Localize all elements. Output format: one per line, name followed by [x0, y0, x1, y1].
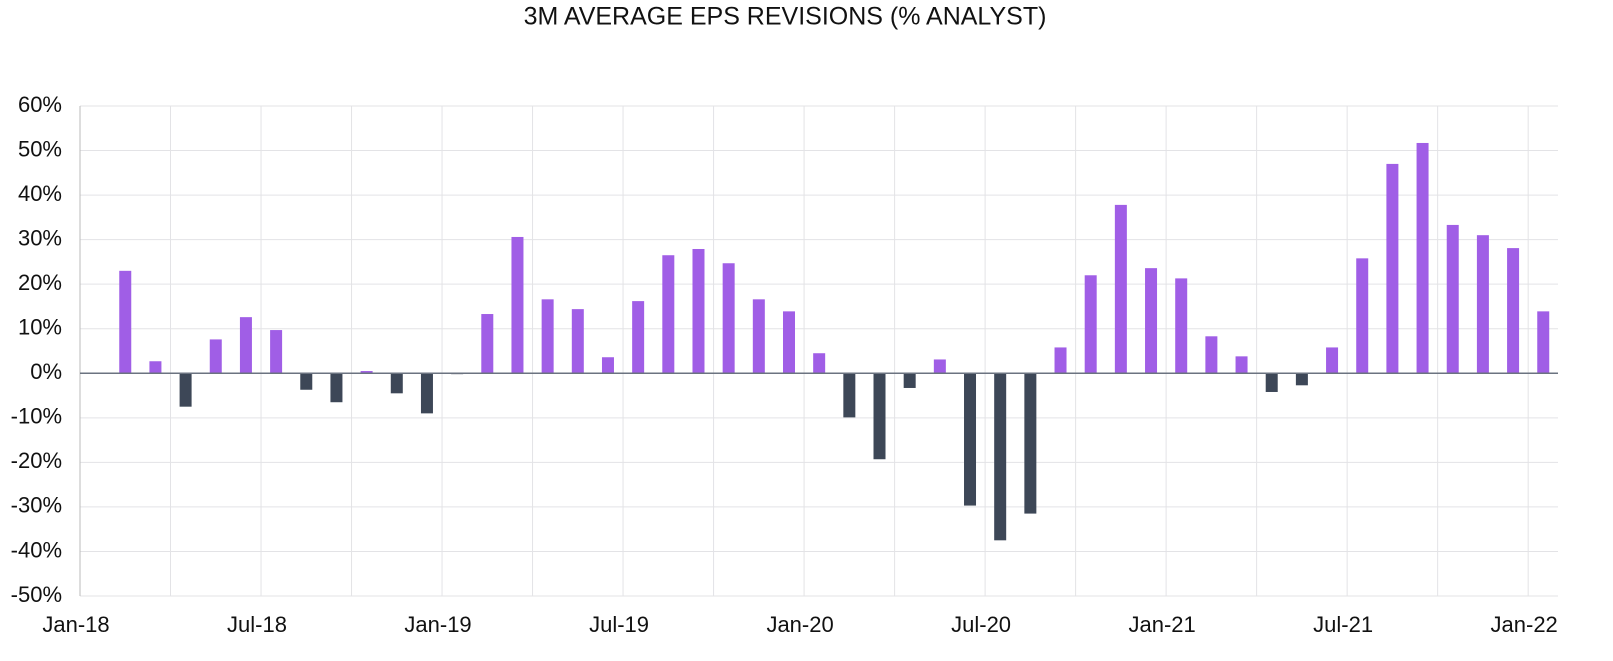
bar: [511, 236, 524, 374]
y-tick-label: -30%: [11, 493, 62, 518]
bar: [1295, 373, 1308, 386]
bar: [1265, 373, 1278, 392]
bar: [782, 311, 795, 374]
bar: [1054, 347, 1067, 374]
bar: [420, 373, 433, 414]
bar: [752, 299, 765, 374]
bar: [1446, 224, 1459, 374]
bar: [481, 314, 494, 374]
bar: [330, 373, 343, 403]
y-tick-label: -20%: [11, 448, 62, 473]
x-tick-label: Jan-18: [42, 612, 109, 637]
bar: [933, 359, 946, 374]
bar: [843, 373, 856, 418]
x-tick-label: Jul-19: [589, 612, 649, 637]
bar: [722, 263, 735, 374]
bar: [1356, 258, 1369, 374]
y-tick-label: 60%: [18, 92, 62, 117]
bar: [179, 373, 192, 407]
y-tick-label: 40%: [18, 181, 62, 206]
bar: [119, 270, 132, 374]
y-tick-label: 50%: [18, 136, 62, 161]
bar: [1235, 356, 1248, 374]
bar: [149, 361, 162, 374]
bar: [632, 301, 645, 374]
y-tick-label: 10%: [18, 315, 62, 340]
bar: [903, 373, 916, 388]
bar: [209, 339, 222, 374]
bar: [1326, 347, 1339, 374]
x-tick-label: Jan-22: [1491, 612, 1558, 637]
bar: [239, 317, 252, 374]
bar: [873, 373, 886, 460]
bar: [571, 309, 584, 374]
bar: [270, 330, 283, 374]
bar: [994, 373, 1007, 541]
bar: [964, 373, 977, 506]
x-tick-label: Jan-21: [1128, 612, 1195, 637]
x-tick-label: Jan-20: [766, 612, 833, 637]
bar: [300, 373, 313, 390]
x-tick-label: Jul-18: [227, 612, 287, 637]
bar: [1205, 336, 1218, 374]
bar: [360, 371, 373, 374]
bar: [1084, 275, 1097, 374]
bar: [1145, 268, 1158, 374]
y-tick-label: 0%: [30, 359, 62, 384]
bar: [601, 357, 614, 374]
bar: [1024, 373, 1037, 514]
y-tick-label: 20%: [18, 270, 62, 295]
bar: [662, 255, 675, 374]
bar: [1175, 278, 1188, 374]
bar: [1476, 235, 1489, 374]
x-tick-label: Jul-20: [951, 612, 1011, 637]
bar: [541, 299, 554, 374]
bar: [1537, 311, 1550, 374]
bar: [1114, 204, 1127, 374]
x-tick-label: Jan-19: [404, 612, 471, 637]
y-tick-label: -50%: [11, 582, 62, 607]
bar: [692, 248, 705, 374]
y-tick-label: -40%: [11, 537, 62, 562]
bar: [813, 353, 826, 374]
y-tick-label: 30%: [18, 225, 62, 250]
bar: [1416, 142, 1429, 374]
chart-title: 3M AVERAGE EPS REVISIONS (% ANALYST): [524, 3, 1047, 31]
bar: [1386, 163, 1399, 374]
x-tick-label: Jul-21: [1313, 612, 1373, 637]
bar: [390, 373, 403, 394]
bar: [1507, 248, 1520, 374]
y-tick-label: -10%: [11, 404, 62, 429]
